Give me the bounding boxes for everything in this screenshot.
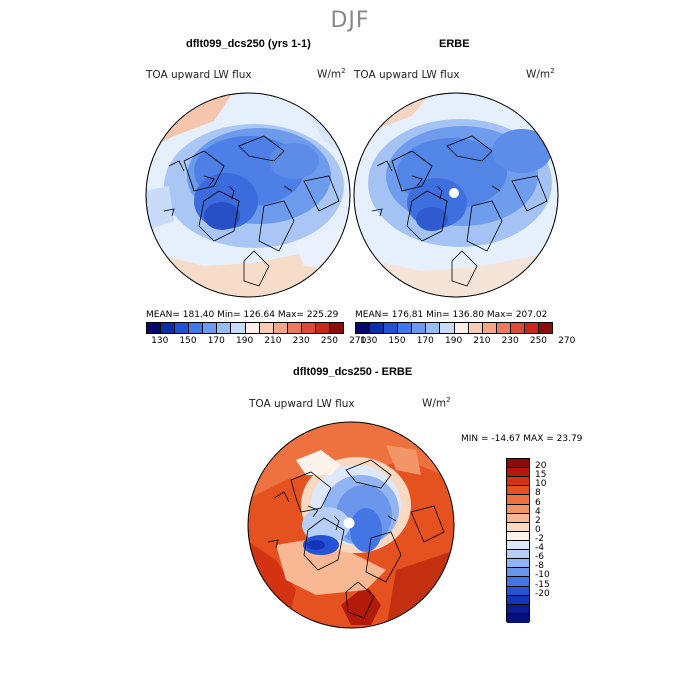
colorbar-swatch [507, 468, 529, 478]
colorbar-tick-label: 0 [535, 524, 541, 535]
colorbar-tick-label: 130 [360, 336, 378, 346]
colorbar-swatch [507, 586, 529, 596]
colorbar-swatch [356, 323, 371, 333]
colorbar-swatch [507, 522, 529, 532]
panel2-field-label: TOA upward LW flux [354, 69, 460, 81]
panel2-stats: MEAN= 176.81 Min= 136.80 Max= 207.02 [355, 310, 548, 320]
colorbar-swatch [454, 323, 469, 333]
colorbar-swatch [398, 323, 413, 333]
panel2-title: ERBE [439, 38, 470, 50]
colorbar-swatch [412, 323, 427, 333]
panel1-stats: MEAN= 181.40 Min= 126.64 Max= 225.29 [146, 310, 339, 320]
colorbar-swatch [231, 323, 246, 333]
colorbar-swatch [507, 595, 529, 605]
colorbar-tick-label: 210 [473, 336, 491, 346]
colorbar-swatch [161, 323, 176, 333]
panel1-units: W/m2 [317, 67, 346, 81]
diff-colorbar [506, 458, 530, 623]
colorbar-swatch [330, 323, 344, 333]
colorbar-tick-label: 230 [292, 336, 310, 346]
colorbar-tick-label: 190 [445, 336, 463, 346]
colorbar-swatch [539, 323, 553, 333]
panel1-colorbar [146, 322, 344, 334]
diff-colorbar-ticks: 20 15 10 8 6 4 2 0 -2 -4 -6 -8 -10 -15 -20 [535, 458, 575, 622]
colorbar-swatch [217, 323, 232, 333]
white-pole-dot-icon [449, 188, 459, 198]
colorbar-tick-label: 2 [535, 515, 541, 526]
colorbar-swatch [189, 323, 204, 333]
panel1-title: dflt099_dcs250 (yrs 1-1) [186, 38, 311, 50]
colorbar-swatch [507, 550, 529, 560]
colorbar-swatch [482, 323, 497, 333]
colorbar-swatch [203, 323, 218, 333]
colorbar-tick-label: 250 [320, 336, 339, 346]
colorbar-tick-label: -4 [535, 543, 544, 554]
colorbar-tick-label: -6 [535, 552, 544, 563]
season-title: DJF [330, 8, 370, 33]
diff-polar-map [247, 421, 455, 629]
colorbar-tick-label: -2 [535, 534, 544, 544]
colorbar-swatch [510, 323, 525, 333]
panel2-polar-map [353, 92, 559, 298]
colorbar-swatch [175, 323, 190, 333]
colorbar-swatch [147, 323, 162, 333]
colorbar-swatch [507, 559, 529, 569]
colorbar-tick-label: 270 [349, 336, 367, 346]
colorbar-swatch [507, 495, 529, 505]
panel1-polar-map [145, 92, 351, 298]
colorbar-tick-label: 130 [151, 336, 169, 346]
colorbar-swatch [507, 613, 529, 623]
colorbar-swatch [273, 323, 288, 333]
panel2-units: W/m2 [526, 67, 555, 81]
colorbar-tick-label: 270 [558, 336, 576, 346]
colorbar-swatch [507, 531, 529, 541]
panel1-field-label: TOA upward LW flux [146, 69, 252, 81]
colorbar-tick-label: 150 [388, 336, 406, 346]
colorbar-tick-label: -8 [535, 561, 544, 572]
colorbar-tick-label: -20 [535, 588, 550, 599]
colorbar-swatch [259, 323, 274, 333]
colorbar-swatch [507, 459, 529, 469]
colorbar-swatch [426, 323, 441, 333]
colorbar-swatch [370, 323, 385, 333]
colorbar-tick-label: 150 [179, 336, 197, 346]
colorbar-swatch [384, 323, 399, 333]
colorbar-tick-label: 8 [535, 488, 541, 499]
colorbar-tick-label: 20 [535, 461, 547, 472]
colorbar-tick-label: 230 [501, 336, 519, 346]
colorbar-tick-label: 10 [535, 479, 547, 490]
colorbar-swatch [524, 323, 540, 333]
colorbar-tick-label: 190 [236, 336, 254, 346]
colorbar-swatch [507, 486, 529, 496]
colorbar-tick-label: -10 [535, 570, 550, 581]
colorbar-swatch [507, 504, 529, 514]
colorbar-tick-label: 15 [535, 470, 547, 481]
white-pole-dot-icon [343, 517, 355, 529]
colorbar-tick-label: 170 [416, 336, 434, 346]
colorbar-swatch [287, 323, 302, 333]
diff-field-label: TOA upward LW flux [249, 398, 355, 410]
colorbar-swatch [245, 323, 260, 333]
colorbar-swatch [507, 604, 529, 614]
colorbar-swatch [440, 323, 455, 333]
colorbar-swatch [507, 540, 529, 551]
colorbar-swatch [507, 568, 529, 578]
diff-units: W/m2 [422, 396, 451, 410]
diff-stats: MIN = -14.67 MAX = 23.79 [461, 434, 583, 444]
colorbar-tick-label: 6 [535, 497, 541, 508]
colorbar-swatch [315, 323, 331, 333]
colorbar-swatch [507, 477, 529, 487]
colorbar-swatch [468, 323, 483, 333]
colorbar-tick-label: 4 [535, 506, 541, 517]
colorbar-tick-label: -15 [535, 579, 550, 590]
diff-title: dflt099_dcs250 - ERBE [293, 366, 413, 378]
colorbar-tick-label: 170 [207, 336, 225, 346]
colorbar-swatch [301, 323, 316, 333]
colorbar-tick-label: 250 [529, 336, 548, 346]
colorbar-swatch [507, 577, 529, 587]
colorbar-swatch [496, 323, 511, 333]
colorbar-swatch [507, 513, 529, 523]
panel2-colorbar [355, 322, 553, 334]
colorbar-tick-label: 210 [264, 336, 282, 346]
